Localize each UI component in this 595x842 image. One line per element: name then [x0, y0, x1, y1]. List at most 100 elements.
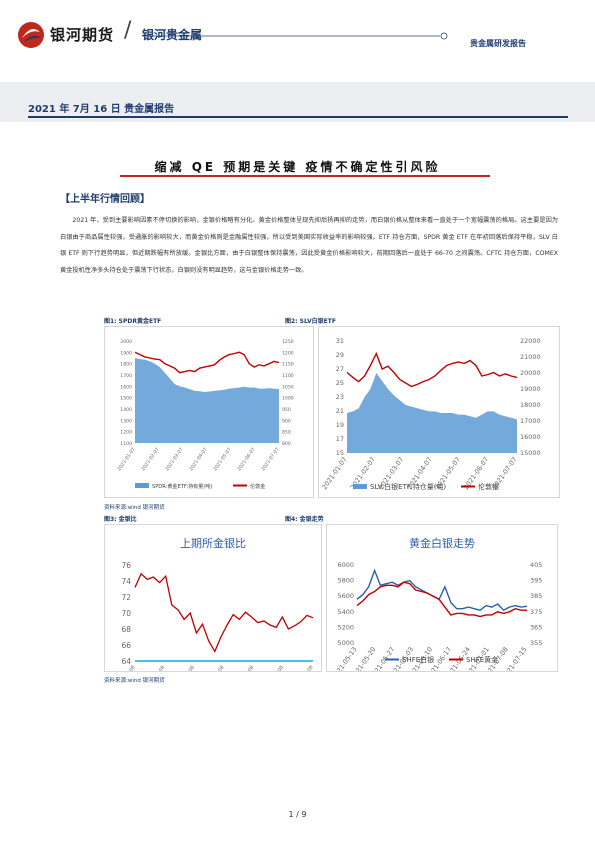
- y-left-tick-label: 1300: [120, 418, 132, 424]
- x-tick-label: 2021-01-07: [320, 456, 348, 492]
- y-left-tick-label: 19: [336, 421, 344, 429]
- legend-label: 伦敦银: [478, 482, 499, 491]
- x-tick-label: 2021-04-08: [205, 665, 226, 672]
- y-right-tick-label: 900: [282, 418, 291, 424]
- header-divider: [28, 116, 568, 118]
- x-tick-label: 2021-07-07: [260, 447, 280, 472]
- y-left-tick-label: 5600: [337, 592, 354, 600]
- y-left-tick-label: 2000: [120, 339, 132, 345]
- logo-text: 银河期货: [50, 26, 115, 44]
- y-right-tick-label: 16000: [520, 433, 541, 441]
- y-left-tick-label: 1100: [120, 441, 132, 447]
- y-left-tick-label: 1600: [120, 384, 132, 390]
- x-tick-label: 2021-06-08: [264, 665, 285, 672]
- chart-gold-silver-ratio: 上期所金银比646668707274762021-01-082021-02-08…: [104, 524, 322, 672]
- y-right-tick-label: 22000: [520, 337, 541, 345]
- y-right-tick-label: 850: [282, 430, 291, 436]
- series-line: [346, 351, 518, 388]
- chart-title: 黄金白银走势: [409, 536, 475, 550]
- x-tick-label: 2021-03-08: [175, 665, 196, 672]
- y-left-tick-label: 5400: [337, 608, 354, 616]
- y-right-tick-label: 405: [530, 561, 542, 569]
- source-note: 资料来源:wind 银河期货: [104, 505, 165, 511]
- report-category: 贵金属研发报告: [470, 39, 526, 48]
- y-right-tick-label: 950: [282, 407, 291, 413]
- y-left-tick-label: 1700: [120, 373, 132, 379]
- series-line: [356, 581, 527, 618]
- y-tick-label: 64: [121, 657, 131, 666]
- legend-label: SPDR:黄金ETF:持有量(吨): [152, 483, 212, 490]
- x-tick-label: 2021-01-07: [116, 447, 136, 472]
- x-tick-label: 2021-02-08: [145, 665, 166, 672]
- y-left-tick-label: 29: [336, 351, 344, 359]
- y-right-tick-label: 19000: [520, 385, 541, 393]
- x-tick-label: 2021-07-08: [294, 665, 315, 672]
- y-right-tick-label: 21000: [520, 353, 541, 361]
- x-tick-label: 2021-05-08: [234, 665, 255, 672]
- y-left-tick-label: 31: [336, 337, 344, 345]
- figure-1-label: 图1: SPDR黄金ETF: [104, 318, 162, 325]
- series-line: [134, 351, 280, 374]
- figure-2-label: 图2: SLV白银ETF: [285, 318, 336, 325]
- y-left-tick-label: 6000: [337, 561, 354, 569]
- galaxy-logo-icon: [18, 22, 44, 48]
- legend-swatch: [135, 483, 149, 488]
- logo-divider: /: [124, 18, 132, 43]
- y-tick-label: 74: [121, 577, 131, 586]
- series-area: [135, 358, 279, 443]
- y-left-tick-label: 1800: [120, 362, 132, 368]
- logo-subtitle: 银河贵金属: [142, 28, 203, 42]
- source-note: 资料来源:wind 银河期货: [104, 678, 165, 684]
- title-underline: [120, 175, 490, 177]
- chart-spdr-gold-etf: 1100 1200 1300 1400 1500 1600 1700 1800 1900 2000…: [104, 326, 314, 498]
- page-title: 缩减 QE 预期是关键 疫情不确定性引风险: [154, 160, 441, 174]
- y-right-tick-label: 17000: [520, 417, 541, 425]
- chart-slv-silver-etf: 15 17 19 21 23 25 27 29 31 15000 16000 17000 18000 19…: [318, 326, 560, 498]
- y-right-tick-label: 15000: [520, 449, 541, 457]
- section-heading: 【上半年行情回顾】: [60, 194, 150, 205]
- y-right-tick-label: 355: [530, 639, 542, 647]
- y-right-tick-label: 1050: [282, 384, 294, 390]
- y-left-tick-label: 5800: [337, 577, 354, 585]
- figure-4-label: 图4: 金银走势: [285, 516, 324, 523]
- figure-3-label: 图3: 金银比: [104, 516, 137, 523]
- y-right-tick-label: 800: [282, 441, 291, 447]
- legend-label: 伦敦金: [250, 483, 265, 490]
- chart-title: 上期所金银比: [180, 536, 246, 550]
- y-right-tick-label: 365: [530, 623, 542, 631]
- y-tick-label: 66: [121, 641, 131, 650]
- y-left-tick-label: 1900: [120, 350, 132, 356]
- legend-label: SHFE白银: [402, 655, 434, 664]
- series-area: [347, 373, 517, 453]
- x-tick-label: 2021-02-07: [140, 447, 160, 472]
- y-left-tick-label: 27: [336, 365, 344, 373]
- page-number: 1 / 9: [288, 810, 307, 819]
- y-right-tick-label: 395: [530, 577, 542, 585]
- y-right-tick-label: 1200: [282, 350, 294, 356]
- y-left-tick-label: 21: [336, 407, 344, 415]
- y-left-tick-label: 1200: [120, 430, 132, 436]
- y-left-tick-label: 5000: [337, 639, 354, 647]
- header-rule: [142, 32, 448, 40]
- y-right-tick-label: 20000: [520, 369, 541, 377]
- report-date: 2021 年 7月 16 日 贵金属报告: [28, 104, 175, 115]
- y-left-tick-label: 15: [336, 449, 344, 457]
- series-line: [134, 572, 314, 653]
- x-tick-label: 2021-03-07: [164, 447, 184, 472]
- legend-label: SLV:白银ETF:持仓量(吨): [370, 482, 446, 491]
- y-right-tick-label: 1150: [282, 362, 294, 368]
- legend-swatch: [353, 484, 367, 489]
- y-left-tick-label: 23: [336, 393, 344, 401]
- y-left-tick-label: 25: [336, 379, 344, 387]
- y-tick-label: 68: [121, 625, 131, 634]
- y-right-tick-label: 1100: [282, 373, 294, 379]
- y-tick-label: 72: [121, 593, 131, 602]
- y-right-tick-label: 385: [530, 592, 542, 600]
- chart-gold-silver-trend: 黄金白银走势 5000 5200 5400 5600 5800 6000 355 365 375 3…: [326, 524, 558, 672]
- y-tick-label: 76: [121, 561, 131, 570]
- y-right-tick-label: 375: [530, 608, 542, 616]
- y-tick-label: 70: [121, 609, 131, 618]
- body-paragraph: 2021 年，受到主要影响因素不停切换的影响，金银价格略有分化。黄金价格整体呈现…: [60, 217, 558, 274]
- x-tick-label: 2021-06-07: [236, 447, 256, 472]
- header-band: [0, 82, 595, 122]
